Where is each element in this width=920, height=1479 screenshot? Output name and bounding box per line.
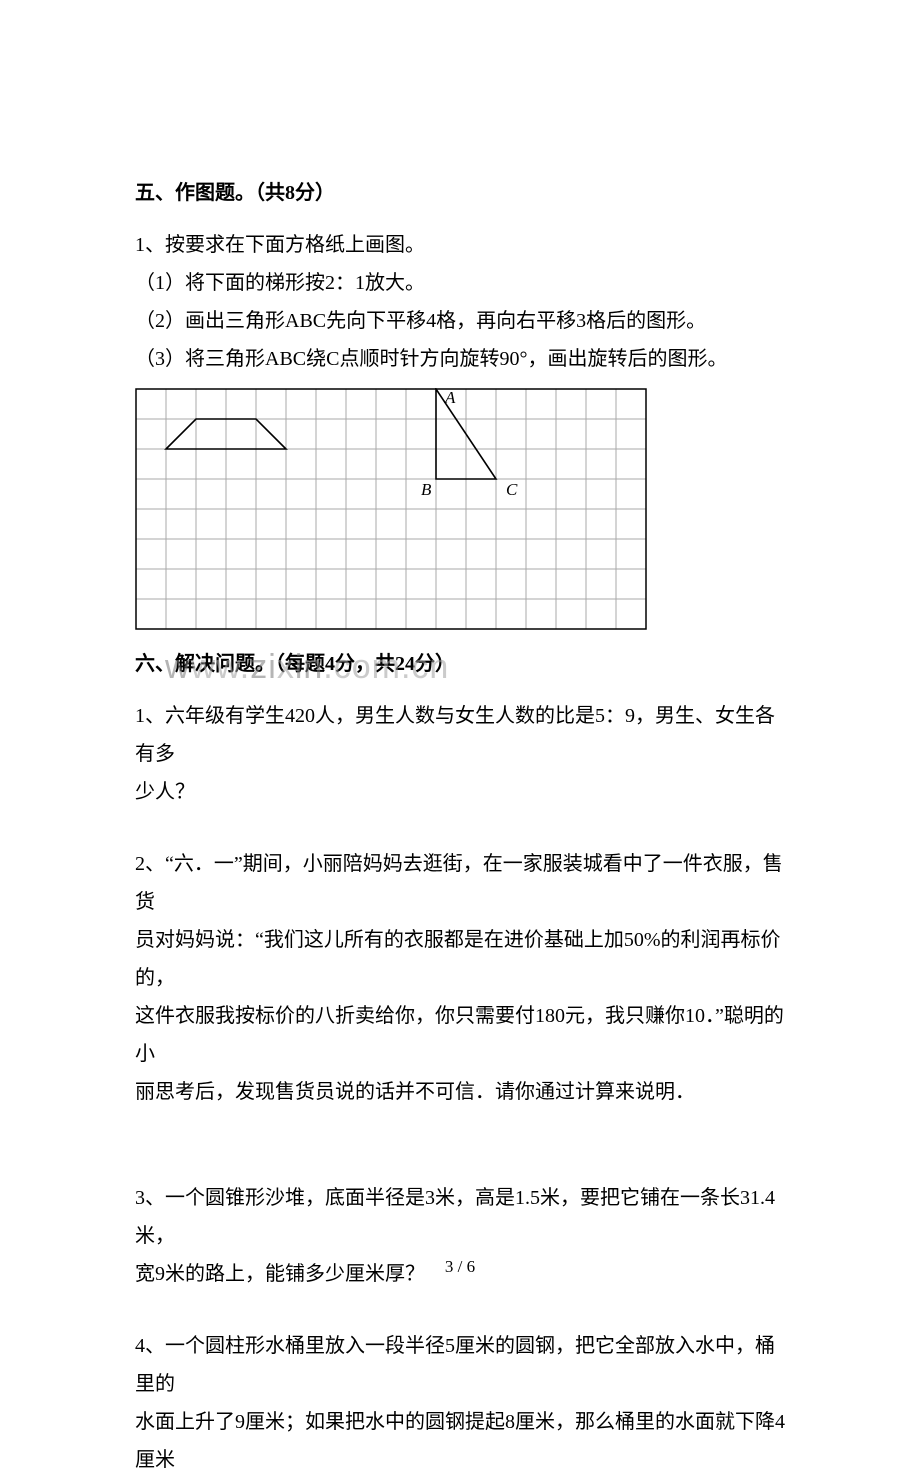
- grid-svg: A B C: [135, 388, 647, 630]
- s5-q1: 1、按要求在下面方格纸上画图。: [135, 226, 785, 264]
- s5-q1b: （2）画出三角形ABC先向下平移4格，再向右平移3格后的图形。: [135, 302, 785, 340]
- grid-figure: A B C: [135, 388, 785, 635]
- s6-q4a: 4、一个圆柱形水桶里放入一段半径5厘米的圆钢，把它全部放入水中，桶里的: [135, 1327, 785, 1403]
- section5-title: 五、作图题。（共8分）: [135, 174, 785, 212]
- s6-q2a: 2、“六．一”期间，小丽陪妈妈去逛街，在一家服装城看中了一件衣服，售货: [135, 845, 785, 921]
- s5-q1c: （3）将三角形ABC绕C点顺时针方向旋转90°，画出旋转后的图形。: [135, 340, 785, 378]
- section6-title: 六、解决问题。（每题4分，共24分）: [135, 645, 785, 683]
- s6-q2d: 丽思考后，发现售货员说的话并不可信．请你通过计算来说明．: [135, 1073, 785, 1111]
- s6-q2c: 这件衣服我按标价的八折卖给你，你只需要付180元，我只赚你10．”聪明的小: [135, 997, 785, 1073]
- s5-q1a: （1）将下面的梯形按2：1放大。: [135, 264, 785, 302]
- s6-q2b: 员对妈妈说：“我们这儿所有的衣服都是在进价基础上加50%的利润再标价的，: [135, 921, 785, 997]
- s6-q1b: 少人？: [135, 773, 785, 811]
- s6-q4b: 水面上升了9厘米；如果把水中的圆钢提起8厘米，那么桶里的水面就下降4厘米: [135, 1403, 785, 1479]
- page-number: 3 / 6: [0, 1257, 920, 1277]
- s6-q1a: 1、六年级有学生420人，男生人数与女生人数的比是5：9，男生、女生各有多: [135, 697, 785, 773]
- svg-text:C: C: [506, 480, 518, 499]
- svg-text:B: B: [421, 480, 432, 499]
- s6-q3a: 3、一个圆锥形沙堆，底面半径是3米，高是1.5米，要把它铺在一条长31.4米，: [135, 1179, 785, 1255]
- svg-text:A: A: [444, 388, 456, 407]
